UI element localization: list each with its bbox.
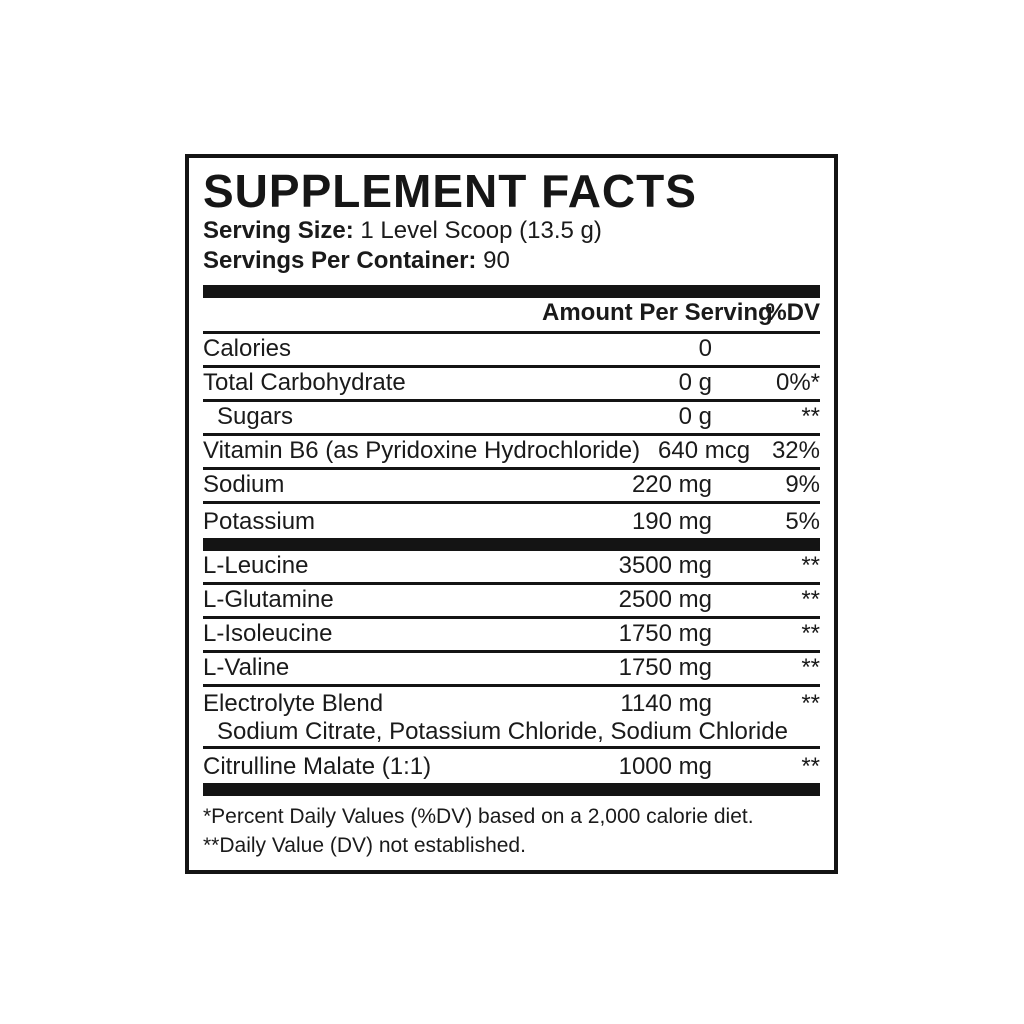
table-row-calories: Calories 0 (203, 334, 820, 368)
table-row-l-glutamine: L-Glutamine 2500 mg ** (203, 585, 820, 619)
table-row-l-leucine: L-Leucine 3500 mg ** (203, 551, 820, 585)
table-header-row: Amount Per Serving %DV (203, 298, 820, 334)
nutrient-amount: 640 mcg (658, 437, 751, 464)
nutrient-dv: ** (801, 620, 820, 647)
electrolyte-blend-ingredients: Sodium Citrate, Potassium Chloride, Sodi… (217, 718, 788, 745)
nutrient-name: L-Isoleucine (203, 620, 333, 647)
nutrient-name: L-Leucine (203, 552, 309, 579)
nutrient-amount: 220 mg (631, 471, 712, 498)
nutrient-dv: 0%* (775, 369, 820, 396)
table-row-l-isoleucine: L-Isoleucine 1750 mg ** (203, 619, 820, 653)
nutrient-amount: 1750 mg (618, 620, 712, 647)
nutrient-dv: ** (801, 690, 820, 717)
table-row-sodium: Sodium 220 mg 9% (203, 470, 820, 504)
nutrient-amount: 190 mg (631, 508, 712, 535)
nutrient-amount: 1140 mg (620, 690, 712, 717)
header-amount-per-serving: Amount Per Serving (542, 299, 773, 326)
nutrient-dv: 9% (785, 471, 820, 498)
serving-size-value: 1 Level Scoop (13.5 g) (353, 217, 602, 244)
nutrient-name: Electrolyte Blend (203, 690, 384, 717)
nutrient-name: Calories (203, 335, 292, 362)
electrolyte-blend-main: Electrolyte Blend 1140 mg ** (203, 687, 820, 718)
nutrient-name: Potassium (203, 508, 316, 535)
nutrient-dv: ** (801, 753, 820, 780)
nutrient-amount: 1750 mg (618, 654, 712, 681)
nutrient-name: Sugars (217, 403, 294, 430)
serving-size-label: Serving Size: (203, 217, 354, 244)
nutrient-name: Citrulline Malate (1:1) (203, 753, 432, 780)
nutrient-amount: 0 g (678, 369, 712, 396)
nutrient-amount: 0 (698, 335, 712, 362)
nutrient-dv: ** (801, 586, 820, 613)
section-divider-bar (203, 538, 820, 551)
table-row-total-carbohydrate: Total Carbohydrate 0 g 0%* (203, 368, 820, 402)
nutrient-dv: 5% (785, 508, 820, 535)
nutrient-name: L-Glutamine (203, 586, 334, 613)
supplement-facts-panel: SUPPLEMENT FACTS Serving Size: 1 Level S… (185, 154, 838, 874)
nutrient-amount: 1000 mg (618, 753, 712, 780)
nutrient-name: Vitamin B6 (as Pyridoxine Hydrochloride) (203, 437, 641, 464)
table-row-l-valine: L-Valine 1750 mg ** (203, 653, 820, 687)
footnote-dv-not-established: **Daily Value (DV) not established. (203, 834, 526, 857)
header-dv: %DV (765, 299, 820, 326)
table-row-citrulline-malate: Citrulline Malate (1:1) 1000 mg ** (203, 749, 820, 783)
nutrient-amount: 0 g (678, 403, 712, 430)
panel-title: SUPPLEMENT FACTS (203, 165, 697, 217)
nutrient-amount: 2500 mg (618, 586, 712, 613)
footnote-percent-dv: *Percent Daily Values (%DV) based on a 2… (203, 805, 754, 828)
servings-per-container-label: Servings Per Container: (203, 247, 477, 274)
nutrient-name: L-Valine (203, 654, 290, 681)
table-row-vitamin-b6: Vitamin B6 (as Pyridoxine Hydrochloride)… (203, 436, 820, 470)
serving-size-line: Serving Size: 1 Level Scoop (13.5 g) (203, 216, 820, 246)
section-divider-bar (203, 285, 820, 298)
footnotes-block: *Percent Daily Values (%DV) based on a 2… (203, 802, 820, 860)
section-divider-bar (203, 783, 820, 796)
nutrient-name: Total Carbohydrate (203, 369, 406, 396)
servings-per-container-line: Servings Per Container: 90 (203, 246, 820, 276)
nutrient-dv: ** (801, 403, 820, 430)
servings-per-container-value: 90 (476, 247, 510, 274)
table-row-potassium: Potassium 190 mg 5% (203, 504, 820, 538)
nutrient-name: Sodium (203, 471, 285, 498)
nutrient-dv: ** (801, 552, 820, 579)
nutrient-dv: ** (801, 654, 820, 681)
nutrient-amount: 3500 mg (618, 552, 712, 579)
nutrient-dv: 32% (771, 437, 820, 464)
table-row-electrolyte-blend: Electrolyte Blend 1140 mg ** Sodium Citr… (203, 687, 820, 749)
table-row-sugars: Sugars 0 g ** (203, 402, 820, 436)
